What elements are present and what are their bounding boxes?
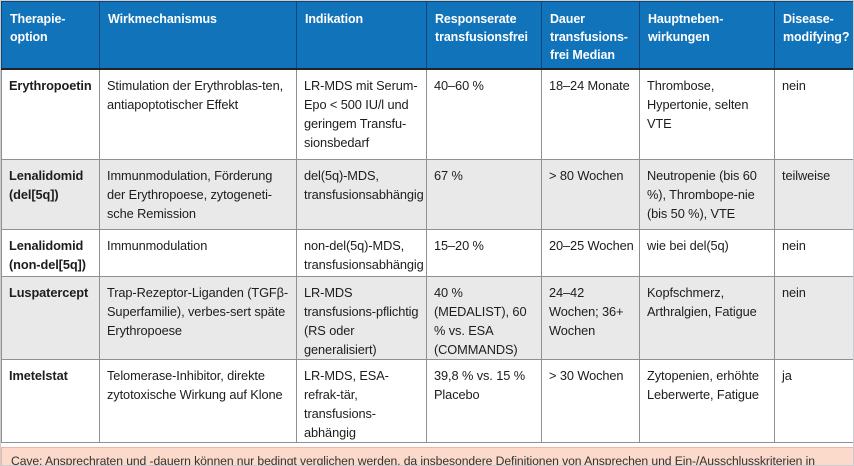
table-cell: > 80 Wochen — [541, 159, 640, 230]
table-cell: Immunmodulation, Förderung der Erythropo… — [99, 159, 297, 230]
table-cell: 20–25 Wochen — [541, 229, 640, 277]
table-cell: wie bei del(5q) — [639, 229, 775, 277]
therapy-comparison-table: Therapie-option Wirkmechanismus Indikati… — [1, 1, 853, 443]
column-header-therapie-option: Therapie-option — [1, 1, 100, 70]
table-cell: Stimulation der Erythroblas-ten, antiapo… — [99, 68, 297, 160]
therapy-name-cell: Luspatercept — [1, 276, 100, 360]
table-cell: 18–24 Monate — [541, 68, 640, 160]
table-cell: LR-MDS, ESA-refrak-tär, transfusions-abh… — [296, 359, 427, 443]
table-row-imetelstat: Imetelstat Telomerase-Inhibitor, direkte… — [1, 359, 853, 443]
column-header-wirkmechanismus: Wirkmechanismus — [99, 1, 297, 70]
table-cell: LR-MDS mit Serum-Epo < 500 IU/l und geri… — [296, 68, 427, 160]
column-header-disease-modifying: Disease-modifying? — [774, 1, 853, 70]
table-cell: ja — [774, 359, 853, 443]
table-cell: 24–42 Wochen; 36+ Wochen — [541, 276, 640, 360]
table-row-erythropoetin: Erythropoetin Stimulation der Erythrobla… — [1, 68, 853, 160]
column-header-indikation: Indikation — [296, 1, 427, 70]
table-cell: > 30 Wochen — [541, 359, 640, 443]
table-cell: Zytopenien, erhöhte Leberwerte, Fatigue — [639, 359, 775, 443]
table-row-luspatercept: Luspatercept Trap-Rezeptor-Liganden (TGF… — [1, 276, 853, 360]
cave-footnote: Cave: Ansprechraten und -dauern können n… — [1, 447, 853, 465]
table-cell: 67 % — [426, 159, 542, 230]
table-cell: nein — [774, 276, 853, 360]
therapy-name-cell: Lenalidomid (del[5q]) — [1, 159, 100, 230]
table-cell: nein — [774, 68, 853, 160]
table-cell: 15–20 % — [426, 229, 542, 277]
table-cell: Kopfschmerz, Arthralgien, Fatigue — [639, 276, 775, 360]
table-header-row: Therapie-option Wirkmechanismus Indikati… — [1, 1, 853, 70]
table-row-lenalidomid-del5q: Lenalidomid (del[5q]) Immunmodulation, F… — [1, 159, 853, 230]
table-cell: Trap-Rezeptor-Liganden (TGFβ-Superfamili… — [99, 276, 297, 360]
therapy-name-cell: Imetelstat — [1, 359, 100, 443]
therapy-name-cell: Erythropoetin — [1, 68, 100, 160]
table-cell: nein — [774, 229, 853, 277]
table-row-lenalidomid-non-del5q: Lenalidomid (non-del[5q]) Immunmodulatio… — [1, 229, 853, 277]
table-cell: Neutropenie (bis 60 %), Thrombope-nie (b… — [639, 159, 775, 230]
column-header-dauer: Dauer transfusions-frei Median — [541, 1, 640, 70]
column-header-nebenwirkungen: Hauptneben-wirkungen — [639, 1, 775, 70]
table-cell: del(5q)-MDS, transfusionsabhängig — [296, 159, 427, 230]
table-cell: 40 % (MEDALIST), 60 % vs. ESA (COMMANDS) — [426, 276, 542, 360]
column-header-responserate: Responserate transfusionsfrei — [426, 1, 542, 70]
table-cell: Thrombose, Hypertonie, selten VTE — [639, 68, 775, 160]
table-cell: Telomerase-Inhibitor, direkte zytotoxisc… — [99, 359, 297, 443]
table-cell: 40–60 % — [426, 68, 542, 160]
table-cell: Immunmodulation — [99, 229, 297, 277]
table-cell: teilweise — [774, 159, 853, 230]
table-cell: LR-MDS transfusions-pflichtig (RS oder g… — [296, 276, 427, 360]
table-cell: 39,8 % vs. 15 % Placebo — [426, 359, 542, 443]
therapy-name-cell: Lenalidomid (non-del[5q]) — [1, 229, 100, 277]
table-cell: non-del(5q)-MDS, transfusionsabhängig — [296, 229, 427, 277]
